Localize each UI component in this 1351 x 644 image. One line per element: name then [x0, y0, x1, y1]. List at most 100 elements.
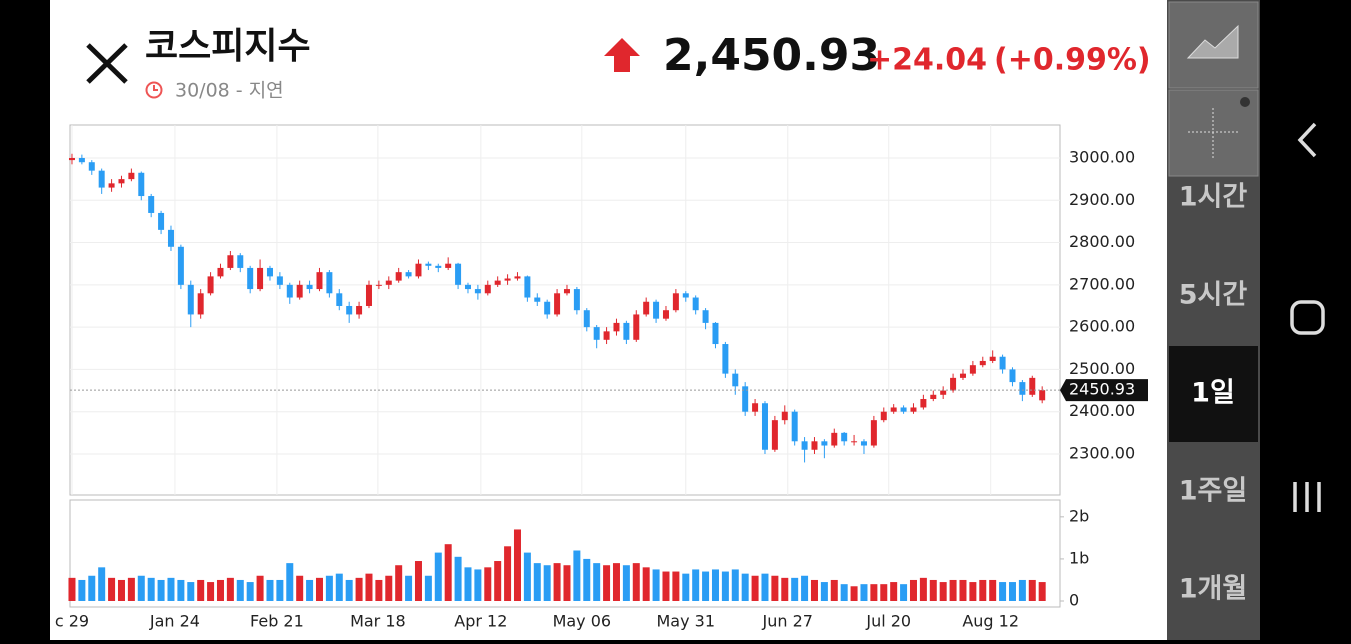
volume-bar — [315, 577, 323, 601]
candle-body — [672, 293, 679, 311]
price-frame — [69, 124, 1061, 496]
volume-bar — [741, 573, 749, 601]
volume-bar — [969, 582, 977, 601]
chart-type-button[interactable] — [1168, 1, 1259, 89]
close-button[interactable] — [86, 43, 128, 84]
volume-bar — [830, 579, 838, 601]
volume-bar — [850, 586, 858, 601]
volume-bar — [840, 584, 848, 601]
volume-bar — [593, 563, 601, 601]
panel — [50, 0, 1167, 640]
volume-bar — [989, 579, 997, 601]
volume-bar — [929, 579, 937, 601]
interval-button[interactable]: 1일 — [1191, 378, 1235, 409]
volume-bar — [573, 550, 581, 601]
clock-icon — [145, 81, 163, 99]
candle-body — [910, 407, 917, 412]
candle-body — [920, 399, 927, 408]
candle-body — [385, 280, 392, 285]
candle-body — [900, 407, 907, 412]
candle-body — [811, 441, 818, 450]
volume-bar — [563, 565, 571, 601]
volume-bar — [939, 582, 947, 601]
y2-tick-label: 2b — [1069, 506, 1089, 525]
volume-bar — [266, 579, 274, 601]
volume-bar — [246, 582, 254, 601]
nav-recent[interactable] — [1293, 482, 1321, 512]
candle-body — [217, 267, 224, 277]
candle-body — [544, 301, 551, 315]
volume-bar — [820, 582, 828, 601]
candle-body — [831, 432, 838, 446]
candle-body — [207, 276, 214, 294]
volume-frame — [69, 499, 1061, 608]
candle-body — [138, 172, 145, 197]
nav-home[interactable] — [1290, 300, 1325, 335]
volume-bar — [1008, 582, 1016, 601]
volume-bar — [999, 582, 1007, 601]
y-tick-label: 2600.00 — [1069, 317, 1135, 336]
candle-body — [78, 157, 85, 163]
y-tick-label: 2500.00 — [1069, 359, 1135, 378]
candle-body — [375, 284, 382, 286]
volume-bar — [108, 577, 116, 601]
volume-bar — [1028, 579, 1036, 601]
x-tick-label: Jan 24 — [149, 612, 200, 631]
candle-body — [979, 360, 986, 366]
candle-body — [296, 284, 303, 298]
last-price-tag — [1060, 379, 1148, 402]
candle-body — [742, 386, 749, 412]
nav-back[interactable] — [1297, 122, 1317, 158]
candle-body — [692, 297, 699, 311]
x-tick-label: Mar 18 — [350, 612, 406, 631]
y-tick-label: 3000.00 — [1069, 147, 1135, 166]
candle-body — [860, 441, 867, 446]
candle-body — [653, 301, 660, 319]
candle-body — [108, 183, 115, 188]
volume-bar — [583, 558, 591, 601]
candle-body — [712, 322, 719, 345]
volume-bar — [810, 579, 818, 601]
candle-body — [247, 267, 254, 290]
candle-body — [950, 377, 957, 391]
x-tick-label: Jun 27 — [762, 612, 813, 631]
candle-body — [524, 276, 531, 298]
date: 30/08 - 지연 — [175, 80, 284, 102]
volume-bar — [1038, 582, 1046, 601]
volume-bar — [860, 584, 868, 601]
candle-body — [781, 411, 788, 421]
volume-bar — [424, 575, 432, 601]
interval-button[interactable]: 1개월 — [1179, 574, 1247, 605]
volume-bar — [385, 575, 393, 601]
volume-bar — [791, 577, 799, 601]
volume-bar — [296, 575, 304, 601]
interval-button[interactable]: 5시간 — [1179, 280, 1248, 311]
interval-button[interactable]: 1주일 — [1179, 476, 1247, 507]
volume-bar — [731, 569, 739, 601]
volume-bar — [1018, 579, 1026, 601]
interval-button[interactable]: 1시간 — [1179, 182, 1248, 213]
candle-body — [88, 162, 95, 171]
y-tick-label: 2900.00 — [1069, 190, 1135, 209]
candle-body — [999, 356, 1006, 370]
volume-bar — [68, 577, 76, 601]
candle-body — [346, 305, 353, 315]
volume-bar — [177, 579, 185, 601]
volume-bar — [761, 573, 769, 601]
volume-bar — [98, 567, 106, 601]
volume-bar — [405, 575, 413, 601]
candle-body — [68, 157, 75, 161]
price: 2,450.93 — [663, 30, 880, 81]
candle-body — [563, 289, 570, 294]
candle-body — [752, 403, 759, 412]
candle-body — [969, 365, 976, 374]
volume-bar — [345, 579, 353, 601]
candle-body — [395, 272, 402, 281]
candle-body — [257, 267, 264, 290]
candle-body — [702, 310, 709, 323]
candle-body — [455, 263, 462, 285]
volume-bar — [216, 579, 224, 601]
candle-body — [484, 284, 491, 294]
candle-body — [306, 284, 313, 290]
candle-body — [326, 272, 333, 294]
